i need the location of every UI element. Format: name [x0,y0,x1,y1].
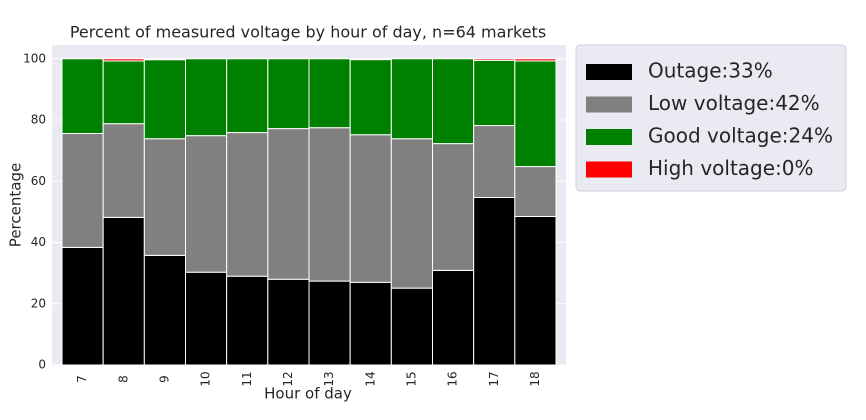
bar-segment [514,215,557,366]
x-tick-label: 13 [322,371,336,386]
bar-segment [102,58,145,62]
bar-segment [432,143,475,271]
x-tick-label: 8 [116,375,130,383]
legend-label: High voltage:0% [648,156,814,180]
x-tick-label: 17 [487,371,501,386]
x-tick-label: 15 [404,371,418,386]
bar-segment [473,58,516,61]
bar-segment [349,281,392,366]
bar-segment [308,127,351,282]
x-tick-label: 16 [446,371,460,386]
bar-segment [267,128,310,280]
x-tick-label: 18 [528,371,542,386]
bar-segment [61,132,104,248]
bar-segment [143,138,186,256]
bar-segment [61,246,104,366]
bar-segment [185,271,228,366]
legend-label: Outage:33% [648,59,773,83]
x-tick-label: 12 [281,371,295,386]
bar-segment [143,58,186,61]
legend-swatch [586,64,632,80]
x-axis-label: Hour of day [264,385,352,403]
bar-segment [143,59,186,140]
bar-segment [514,58,557,62]
legend-swatch [586,161,632,178]
x-tick-label: 9 [157,375,171,383]
legend [575,44,847,192]
bar-segment [308,58,351,129]
bar-segment [308,280,351,366]
bar-segment [473,125,516,198]
bar-segment [349,134,392,283]
bar-segment [102,216,145,366]
bar-segment [267,278,310,366]
bar-segment [185,58,228,137]
bar-segment [432,269,475,366]
bar-segment [514,166,557,217]
y-tick-label: 20 [31,296,46,310]
bar-segment [185,135,228,273]
legend-label: Low voltage:42% [648,91,820,115]
legend-swatch [586,96,632,113]
bar-segment [473,59,516,127]
y-tick-label: 100 [23,51,46,65]
bar-segment [102,123,145,218]
bar-segment [390,58,434,140]
y-tick-label: 40 [31,235,46,249]
x-tick-label: 7 [75,375,89,383]
y-axis-label: Percentage [7,163,25,247]
bar-segment [514,60,557,168]
bar-segment [226,58,269,134]
bar-segment [390,287,434,366]
legend-swatch [586,129,632,145]
bar-segment [226,275,269,366]
bar-segment [102,60,145,125]
y-tick-label: 0 [38,358,46,372]
bar-segment [390,138,434,289]
x-tick-label: 10 [199,371,213,386]
x-tick-label: 14 [363,371,377,386]
legend-label: Good voltage:24% [648,124,833,148]
bar-segment [226,132,269,277]
bar-segment [349,59,392,136]
x-tick-label: 11 [240,371,254,386]
y-tick-label: 60 [31,174,46,188]
bar-segment [473,196,516,366]
y-tick-label: 80 [31,113,46,127]
bar-segment [143,254,186,366]
chart-title: Percent of measured voltage by hour of d… [70,23,546,42]
bar-segment [432,58,475,145]
bar-segment [61,58,104,134]
bar-segment [267,58,310,130]
